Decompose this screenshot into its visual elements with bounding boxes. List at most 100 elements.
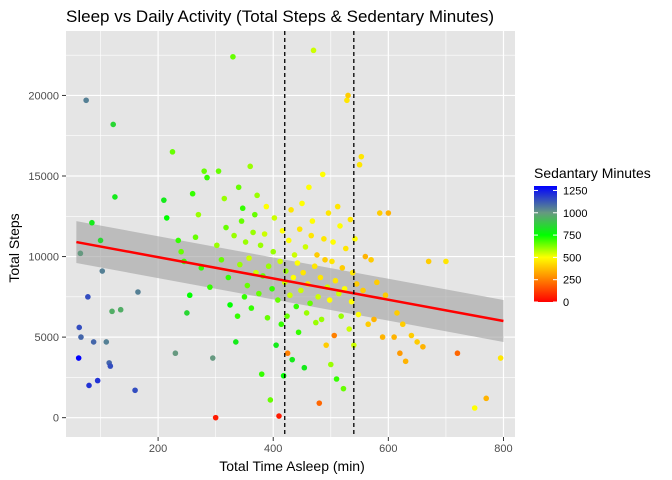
data-point bbox=[325, 210, 332, 216]
data-point bbox=[277, 258, 283, 265]
data-point bbox=[317, 274, 324, 281]
data-point bbox=[321, 236, 327, 242]
data-point bbox=[246, 255, 252, 261]
y-tick-label: 5000 bbox=[35, 332, 59, 344]
data-point bbox=[345, 92, 351, 99]
data-point bbox=[99, 268, 106, 274]
data-point bbox=[161, 197, 167, 203]
data-point bbox=[308, 232, 315, 239]
data-point bbox=[275, 297, 281, 303]
data-point bbox=[425, 258, 432, 265]
data-point bbox=[355, 311, 362, 318]
data-point bbox=[192, 234, 199, 241]
data-point bbox=[397, 350, 403, 357]
data-point bbox=[163, 215, 170, 221]
data-point bbox=[178, 248, 184, 255]
data-point bbox=[189, 190, 196, 197]
legend-break-label: 0 bbox=[563, 297, 569, 309]
data-point bbox=[112, 194, 118, 200]
data-point bbox=[454, 350, 461, 357]
y-tick-label: 0 bbox=[53, 413, 59, 425]
data-point bbox=[399, 321, 406, 328]
data-point bbox=[358, 153, 365, 160]
data-point bbox=[340, 385, 347, 392]
data-point bbox=[250, 229, 256, 236]
data-point bbox=[221, 195, 228, 202]
data-point bbox=[290, 274, 297, 281]
data-point bbox=[207, 284, 213, 290]
data-point bbox=[362, 253, 369, 260]
data-point bbox=[110, 121, 117, 128]
data-point bbox=[385, 210, 392, 216]
data-point bbox=[225, 274, 232, 281]
data-point bbox=[284, 313, 290, 319]
data-point bbox=[296, 226, 303, 232]
data-point bbox=[218, 256, 225, 263]
data-point bbox=[309, 218, 316, 224]
data-point bbox=[195, 211, 202, 218]
legend-title: Sedantary Minutes bbox=[534, 165, 651, 181]
data-point bbox=[338, 313, 344, 319]
data-point bbox=[76, 324, 83, 331]
data-point bbox=[368, 256, 374, 263]
data-point bbox=[301, 364, 308, 371]
data-point bbox=[346, 326, 353, 332]
data-point bbox=[75, 355, 82, 361]
data-point bbox=[169, 149, 176, 155]
data-point bbox=[279, 227, 286, 234]
trend-line-layer bbox=[76, 240, 504, 323]
data-point bbox=[371, 316, 377, 323]
x-axis-ticks: 200 400 600 800 bbox=[149, 437, 513, 455]
data-point bbox=[356, 161, 363, 168]
data-point bbox=[327, 361, 334, 368]
data-point bbox=[241, 294, 248, 300]
y-axis-ticks: 0 5000 10000 15000 20000 bbox=[28, 90, 66, 425]
y-tick-label: 10000 bbox=[28, 252, 59, 264]
legend-break-label: 250 bbox=[563, 275, 581, 287]
data-point bbox=[360, 287, 366, 294]
y-tick-label: 20000 bbox=[28, 90, 59, 102]
data-point bbox=[117, 306, 124, 313]
data-point bbox=[337, 223, 343, 229]
data-point bbox=[280, 372, 287, 379]
data-point bbox=[293, 303, 300, 310]
data-point bbox=[235, 184, 242, 191]
data-point bbox=[443, 258, 449, 265]
data-point bbox=[132, 387, 138, 394]
data-point bbox=[302, 244, 309, 250]
color-legend: Sedantary Minutes 0 250 500 750 1000 1250 bbox=[534, 165, 651, 309]
x-tick-label: 400 bbox=[264, 443, 282, 455]
data-point bbox=[254, 192, 260, 199]
data-point bbox=[483, 395, 490, 402]
legend-break-label: 1000 bbox=[563, 208, 587, 220]
data-point bbox=[271, 215, 278, 221]
data-point bbox=[382, 292, 389, 299]
data-point bbox=[291, 252, 298, 258]
data-point bbox=[374, 279, 380, 286]
data-point bbox=[310, 47, 317, 54]
data-point bbox=[90, 339, 97, 345]
data-point bbox=[175, 237, 182, 244]
data-point bbox=[306, 184, 312, 191]
data-point bbox=[365, 321, 372, 328]
data-point bbox=[86, 382, 92, 389]
data-point bbox=[212, 414, 219, 421]
data-point bbox=[135, 289, 141, 295]
data-point bbox=[85, 294, 91, 300]
data-point bbox=[420, 343, 426, 350]
data-point bbox=[223, 224, 229, 231]
data-point bbox=[256, 290, 262, 297]
data-point bbox=[303, 310, 310, 316]
data-point bbox=[287, 292, 293, 299]
data-point bbox=[351, 342, 357, 348]
data-point bbox=[83, 97, 89, 104]
data-point bbox=[97, 237, 104, 244]
data-point bbox=[314, 252, 320, 258]
data-point bbox=[248, 305, 255, 311]
data-point bbox=[77, 250, 84, 257]
data-point bbox=[233, 339, 239, 345]
data-point bbox=[497, 355, 504, 361]
data-point bbox=[215, 168, 222, 174]
data-point bbox=[238, 218, 245, 224]
